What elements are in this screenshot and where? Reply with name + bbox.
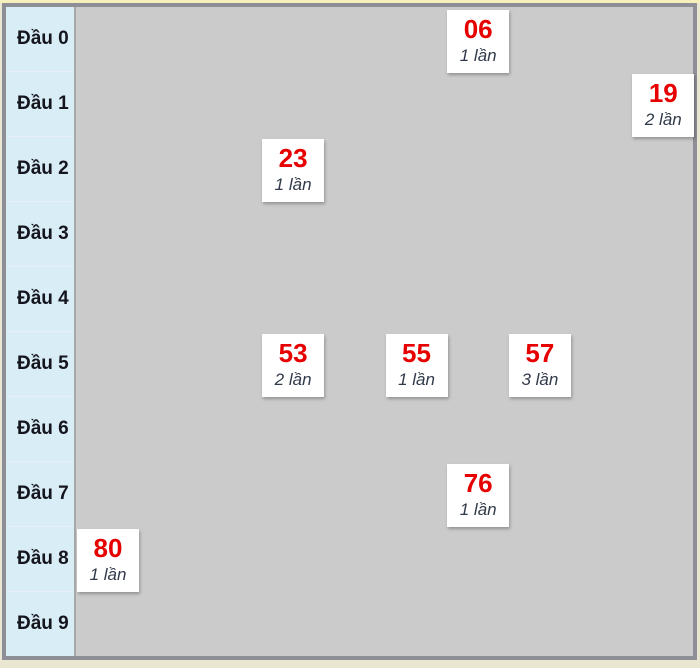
card-number: 55 <box>402 338 431 368</box>
card-count-label: 2 lần <box>644 110 682 130</box>
row-label: Đầu 4 <box>17 288 69 309</box>
card-count-label: 1 lần <box>398 370 435 389</box>
card-count-label: 1 lần <box>459 45 497 65</box>
row-label: Đầu 5 <box>17 353 69 374</box>
number-card-76: 76 1 lần <box>447 463 510 527</box>
row-label: Đầu 9 <box>17 613 69 634</box>
card-count-label: 1 lần <box>459 499 497 519</box>
row-header-dau-9: Đầu 9 <box>6 592 74 656</box>
card-number: 57 <box>525 338 555 368</box>
card-count-label: 1 lần <box>274 175 312 195</box>
number-card-55: 55 1 lần <box>385 334 448 397</box>
row-label: Đầu 0 <box>17 28 69 49</box>
card-number: 06 <box>463 13 493 44</box>
row-header-dau-8: Đầu 8 <box>6 527 74 592</box>
number-card-57: 57 3 lần <box>508 334 571 397</box>
row-header-dau-7: Đầu 7 <box>6 462 74 527</box>
number-card-23: 23 1 lần <box>262 139 325 203</box>
row-header-dau-2: Đầu 2 <box>6 137 74 202</box>
number-card-06: 06 1 lần <box>447 9 510 73</box>
number-card-19: 19 2 lần <box>632 74 695 138</box>
row-header-dau-3: Đầu 3 <box>6 202 74 267</box>
card-number: 80 <box>93 532 123 563</box>
card-number: 23 <box>278 143 308 174</box>
row-header-dau-4: Đầu 4 <box>6 267 74 332</box>
row-label: Đầu 7 <box>17 483 69 504</box>
number-card-80: 80 1 lần <box>77 528 139 592</box>
card-number: 19 <box>648 78 678 109</box>
row-header-column: Đầu 0 Đầu 1 Đầu 2 Đầu 3 Đầu 4 Đầu 5 Đầu … <box>6 7 76 656</box>
chart-frame: Đầu 0 Đầu 1 Đầu 2 Đầu 3 Đầu 4 Đầu 5 Đầu … <box>2 3 697 660</box>
card-number: 76 <box>463 467 493 498</box>
row-label: Đầu 3 <box>17 223 69 244</box>
row-label: Đầu 1 <box>17 93 69 114</box>
outer-top-strip <box>0 0 700 3</box>
number-card-53: 53 2 lần <box>262 334 325 397</box>
row-header-dau-5: Đầu 5 <box>6 332 74 397</box>
card-count-label: 3 lần <box>521 370 559 389</box>
row-label: Đầu 6 <box>17 418 69 439</box>
row-header-dau-0: Đầu 0 <box>6 7 74 72</box>
card-number: 53 <box>278 338 308 368</box>
row-header-dau-6: Đầu 6 <box>6 397 74 462</box>
card-count-label: 2 lần <box>274 370 312 389</box>
row-header-dau-1: Đầu 1 <box>6 72 74 137</box>
row-label: Đầu 2 <box>17 158 69 179</box>
card-count-label: 1 lần <box>89 564 127 584</box>
row-label: Đầu 8 <box>17 548 69 569</box>
